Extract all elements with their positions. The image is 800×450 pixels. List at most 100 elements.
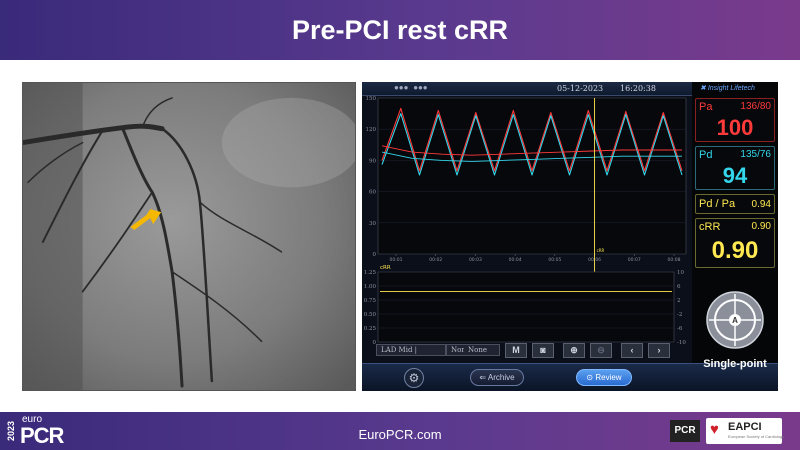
zoom-in-button[interactable]: ⊕ — [563, 343, 585, 358]
pressure-x-tick: 00:08 — [668, 257, 681, 263]
next-button[interactable]: › — [648, 343, 670, 358]
pd-pa-value: 0.94 — [751, 199, 771, 210]
pressure-x-tick: 00:02 — [429, 257, 442, 263]
review-label: Review — [595, 373, 622, 382]
zoom-out-icon: ⊖ — [597, 345, 605, 355]
pressure-y-tick: 0 — [373, 252, 377, 258]
pressure-x-tick: 00:01 — [390, 257, 403, 263]
pressure-x-tick: 00:04 — [509, 257, 522, 263]
pd-panel: Pd 135/76 94 — [695, 146, 775, 190]
svg-text:A: A — [732, 316, 738, 325]
angiogram-image — [22, 82, 356, 391]
prev-button[interactable]: ‹ — [621, 343, 643, 358]
logo-pcr: PCR — [20, 423, 64, 448]
angiogram-graphic — [23, 83, 355, 390]
pressure-y-tick: 150 — [366, 96, 377, 102]
crr-label: cRR — [699, 221, 721, 233]
pd-pa-label: Pd / Pa — [699, 198, 736, 210]
crr-y2-tick: 10 — [677, 270, 684, 276]
slide-title: Pre-PCI rest cRR — [291, 14, 509, 45]
chevron-left-icon: ‹ — [630, 345, 634, 355]
vessel-label: LAD Mid — [381, 346, 413, 354]
brand-name: Insight Lifetech — [707, 85, 755, 92]
crr-y2-tick: -6 — [677, 326, 683, 332]
eapci-sub-label: European Society of Cardiology — [728, 434, 785, 439]
cursor-marker-label: cRR — [597, 248, 605, 253]
pressure-plot-frame — [377, 97, 687, 255]
pressure-y-tick: 120 — [366, 127, 377, 133]
single-point-target-icon[interactable]: A — [705, 290, 765, 350]
crr-y2-tick: -10 — [677, 340, 686, 346]
footer-bar — [0, 412, 800, 450]
footer-url[interactable]: EuroPCR.com — [358, 427, 442, 442]
pa-waveform — [381, 107, 683, 172]
gear-icon: ⚙ — [408, 371, 420, 385]
pd-mean-line — [381, 151, 682, 162]
pa-mean: 100 — [716, 115, 754, 140]
crr-plot-title: cRR — [380, 265, 391, 271]
pcr-badge: PCR — [670, 420, 700, 442]
crr-y-tick: 0.25 — [364, 326, 377, 332]
crr-plot-frame — [377, 271, 675, 343]
zoom-out-button[interactable]: ⊖ — [590, 343, 612, 358]
crr-panel: cRR 0.90 0.90 — [695, 218, 775, 268]
crr-y2-tick: 2 — [677, 298, 681, 304]
monitor-time: 16:20:38 — [620, 84, 656, 93]
vessel-field[interactable]: LAD Mid | — [376, 344, 446, 356]
pd-waveform — [381, 113, 683, 176]
crr-y2-tick: 6 — [677, 284, 681, 290]
archive-label: Archive — [487, 373, 515, 382]
pressure-monitor: ●●● ●●● 05-12-2023 16:20:38 150 120 90 60 30… — [362, 82, 778, 391]
title-bar: Pre-PCI rest cRR — [0, 0, 800, 60]
camera-icon: ◙ — [540, 345, 546, 355]
pd-sys-dia: 135/76 — [740, 149, 771, 160]
monitor-id: ●●● ●●● — [394, 84, 428, 93]
pd-pa-panel: Pd / Pa 0.94 — [695, 194, 775, 214]
settings-button[interactable]: ⚙ — [404, 368, 424, 388]
mode-label: Single-point — [703, 358, 767, 370]
search-icon: ⊙ — [586, 373, 594, 382]
zoom-in-icon: ⊕ — [570, 345, 578, 355]
m-button[interactable]: M — [505, 343, 527, 358]
pa-label: Pa — [699, 101, 713, 113]
crr-small-value: 0.90 — [751, 221, 771, 232]
pd-label: Pd — [699, 149, 713, 161]
pa-sys-dia: 136/80 — [740, 101, 771, 112]
field-3[interactable]: None — [464, 344, 500, 356]
logo-euro: euro — [22, 414, 43, 425]
pd-mean: 94 — [722, 163, 748, 188]
archive-icon: ⇐ — [479, 373, 487, 382]
brand-logo-icon: ✖ — [700, 85, 706, 92]
arrow-marker — [130, 209, 162, 231]
brand-label: ✖ Insight Lifetech — [700, 84, 755, 92]
pressure-x-tick: 00:07 — [628, 257, 641, 263]
crr-y-tick: 0.50 — [364, 312, 377, 318]
review-button[interactable]: ⊙ Review — [576, 369, 632, 386]
pa-mean-line — [381, 145, 682, 156]
pressure-x-tick: 00:05 — [548, 257, 561, 263]
archive-button[interactable]: ⇐ Archive — [470, 369, 524, 386]
crr-y-tick: 1.00 — [364, 284, 377, 290]
pa-panel: Pa 136/80 100 — [695, 98, 775, 142]
crr-y-tick: 0 — [373, 340, 377, 346]
monitor-bottom-bar — [362, 363, 778, 391]
eapci-badge — [706, 418, 782, 444]
pressure-graphs: 150 120 90 60 30 0 00:01 00:02 00:03 00:04 00:05 00… — [362, 96, 692, 348]
pressure-y-tick: 30 — [369, 221, 376, 227]
heart-icon: ♥ — [710, 421, 719, 438]
pressure-y-tick: 90 — [369, 158, 376, 164]
crr-y-tick: 1.25 — [364, 270, 377, 276]
field-2-label: None — [451, 346, 470, 354]
crr-y2-tick: -2 — [677, 312, 682, 318]
monitor-date: 05-12-2023 — [557, 84, 604, 93]
eapci-label: EAPCI — [728, 421, 762, 433]
crr-y-tick: 0.75 — [364, 298, 377, 304]
pressure-x-tick: 00:03 — [469, 257, 482, 263]
crr-value: 0.90 — [711, 237, 759, 264]
field-3-label: None — [468, 346, 487, 354]
camera-button[interactable]: ◙ — [532, 343, 554, 358]
pressure-y-tick: 60 — [369, 190, 376, 196]
monitor-header: ●●● ●●● 05-12-2023 16:20:38 — [362, 82, 692, 96]
